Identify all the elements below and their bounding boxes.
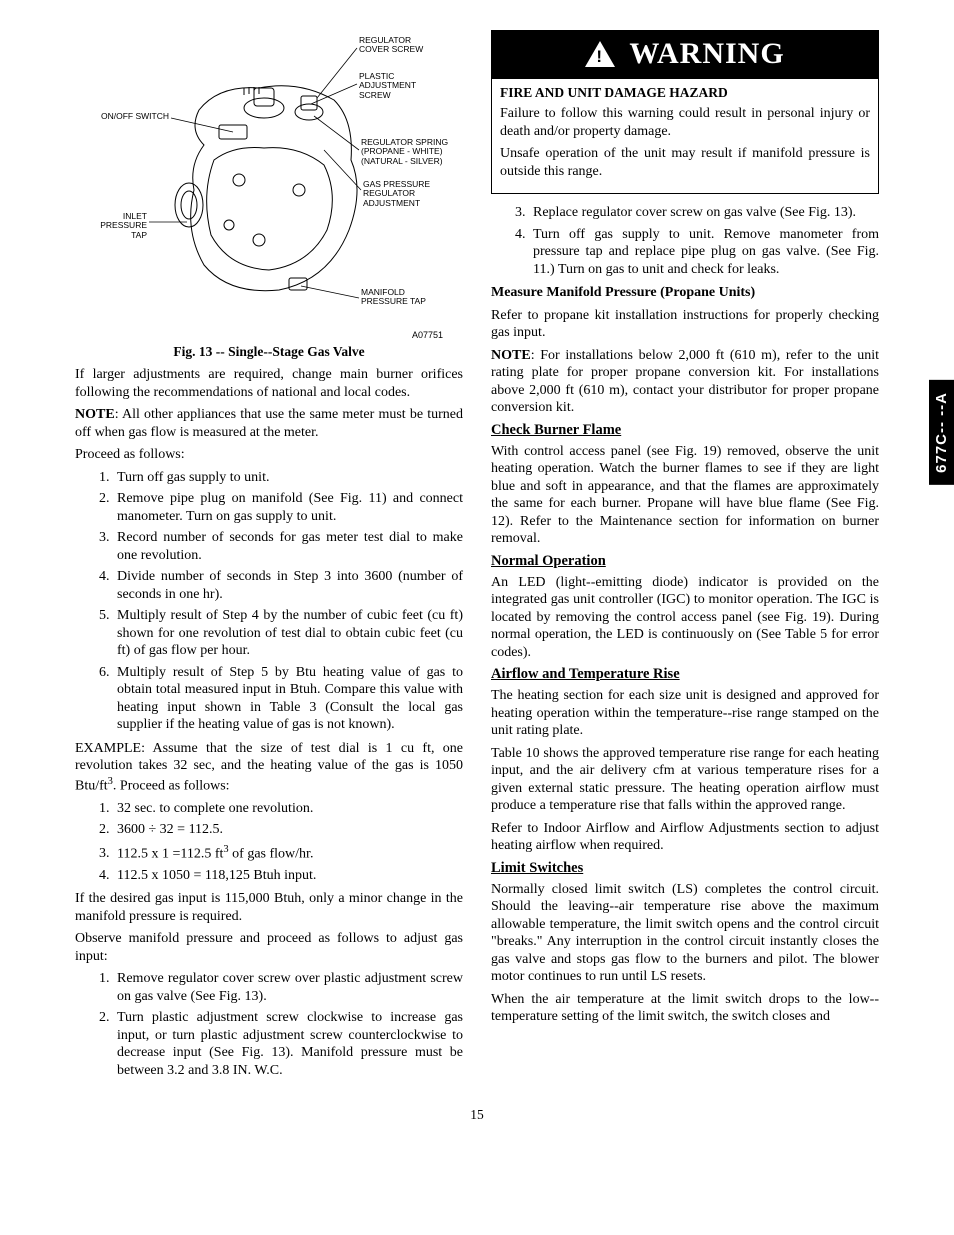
list-item: 3600 ÷ 32 = 112.5. bbox=[113, 821, 463, 839]
list-item: Multiply result of Step 4 by the number … bbox=[113, 607, 463, 660]
example-para: EXAMPLE: Assume that the size of test di… bbox=[75, 740, 463, 795]
para: Proceed as follows: bbox=[75, 446, 463, 464]
subhead-limit: Limit Switches bbox=[491, 860, 879, 877]
list-item: Turn off gas supply to unit. bbox=[113, 469, 463, 487]
hazard-title: FIRE AND UNIT DAMAGE HAZARD bbox=[500, 85, 870, 101]
label-inlet: INLETPRESSURE TAP bbox=[89, 212, 147, 240]
txt: 112.5 x 1 =112.5 ft bbox=[117, 846, 223, 861]
label-reg-spring: REGULATOR SPRING(PROPANE - WHITE)(NATURA… bbox=[361, 138, 448, 166]
warning-box: WARNING FIRE AND UNIT DAMAGE HAZARD Fail… bbox=[491, 30, 879, 194]
list-item: Remove regulator cover screw over plasti… bbox=[113, 970, 463, 1005]
warn-para: Unsafe operation of the unit may result … bbox=[500, 145, 870, 180]
left-column: REGULATORCOVER SCREW PLASTICADJUSTMENTSC… bbox=[75, 30, 463, 1085]
measure-head: Measure Manifold Pressure (Propane Units… bbox=[491, 284, 879, 302]
para: If larger adjustments are required, chan… bbox=[75, 366, 463, 401]
list-item: Remove pipe plug on manifold (See Fig. 1… bbox=[113, 490, 463, 525]
para: The heating section for each size unit i… bbox=[491, 687, 879, 740]
warning-title: WARNING bbox=[629, 37, 784, 71]
figure-code: A07751 bbox=[75, 330, 463, 340]
steps-list-4: Replace regulator cover screw on gas val… bbox=[529, 204, 879, 278]
label-gas-press: GAS PRESSUREREGULATORADJUSTMENT bbox=[363, 180, 430, 208]
note-para: NOTE: For installations below 2,000 ft (… bbox=[491, 347, 879, 417]
warn-para: Failure to follow this warning could res… bbox=[500, 105, 870, 140]
para: Observe manifold pressure and proceed as… bbox=[75, 930, 463, 965]
side-tab: 677C-- --A bbox=[929, 380, 954, 485]
para: Refer to propane kit installation instru… bbox=[491, 307, 879, 342]
warning-header: WARNING bbox=[492, 31, 878, 79]
subhead-check-burner: Check Burner Flame bbox=[491, 422, 879, 439]
figure-13: REGULATORCOVER SCREW PLASTICADJUSTMENTSC… bbox=[75, 30, 463, 360]
para: Refer to Indoor Airflow and Airflow Adju… bbox=[491, 820, 879, 855]
label-reg-cover: REGULATORCOVER SCREW bbox=[359, 36, 423, 55]
bold: Measure Manifold Pressure (Propane Units… bbox=[491, 285, 755, 300]
steps-list-3: Remove regulator cover screw over plasti… bbox=[113, 970, 463, 1079]
list-item: Divide number of seconds in Step 3 into … bbox=[113, 568, 463, 603]
para: Normally closed limit switch (LS) comple… bbox=[491, 881, 879, 986]
content-columns: REGULATORCOVER SCREW PLASTICADJUSTMENTSC… bbox=[75, 30, 879, 1085]
note-body: : For installations below 2,000 ft (610 … bbox=[491, 348, 879, 416]
para: Table 10 shows the approved temperature … bbox=[491, 745, 879, 815]
para: When the air temperature at the limit sw… bbox=[491, 991, 879, 1026]
note-lead: NOTE bbox=[75, 407, 115, 422]
list-item: Record number of seconds for gas meter t… bbox=[113, 529, 463, 564]
subhead-normal-op: Normal Operation bbox=[491, 553, 879, 570]
para: If the desired gas input is 115,000 Btuh… bbox=[75, 890, 463, 925]
steps-list-1: Turn off gas supply to unit. Remove pipe… bbox=[113, 469, 463, 734]
list-item: Turn plastic adjustment screw clockwise … bbox=[113, 1009, 463, 1079]
label-onoff: ON/OFF SWITCH bbox=[97, 112, 169, 121]
list-item: Multiply result of Step 5 by Btu heating… bbox=[113, 664, 463, 734]
figure-image: REGULATORCOVER SCREW PLASTICADJUSTMENTSC… bbox=[89, 30, 449, 330]
label-manifold: MANIFOLDPRESSURE TAP bbox=[361, 288, 426, 307]
alert-icon bbox=[585, 41, 615, 67]
para: With control access panel (see Fig. 19) … bbox=[491, 443, 879, 548]
figure-caption: Fig. 13 -- Single--Stage Gas Valve bbox=[75, 344, 463, 360]
list-item: 32 sec. to complete one revolution. bbox=[113, 800, 463, 818]
label-plastic-adj: PLASTICADJUSTMENTSCREW bbox=[359, 72, 416, 100]
para: An LED (light--emitting diode) indicator… bbox=[491, 574, 879, 662]
steps-list-2: 32 sec. to complete one revolution. 3600… bbox=[113, 800, 463, 885]
txt: of gas flow/hr. bbox=[229, 846, 314, 861]
note-body: : All other appliances that use the same… bbox=[75, 407, 463, 440]
warning-body: FIRE AND UNIT DAMAGE HAZARD Failure to f… bbox=[492, 79, 878, 193]
right-column: WARNING FIRE AND UNIT DAMAGE HAZARD Fail… bbox=[491, 30, 879, 1085]
list-item: 112.5 x 1050 = 118,125 Btuh input. bbox=[113, 867, 463, 885]
page-number: 15 bbox=[75, 1107, 879, 1123]
list-item: Turn off gas supply to unit. Remove mano… bbox=[529, 226, 879, 279]
note-lead: NOTE bbox=[491, 348, 531, 363]
example-tail: . Proceed as follows: bbox=[113, 778, 230, 793]
subhead-airflow: Airflow and Temperature Rise bbox=[491, 666, 879, 683]
note-para: NOTE: All other appliances that use the … bbox=[75, 406, 463, 441]
list-item: 112.5 x 1 =112.5 ft3 of gas flow/hr. bbox=[113, 843, 463, 863]
list-item: Replace regulator cover screw on gas val… bbox=[529, 204, 879, 222]
